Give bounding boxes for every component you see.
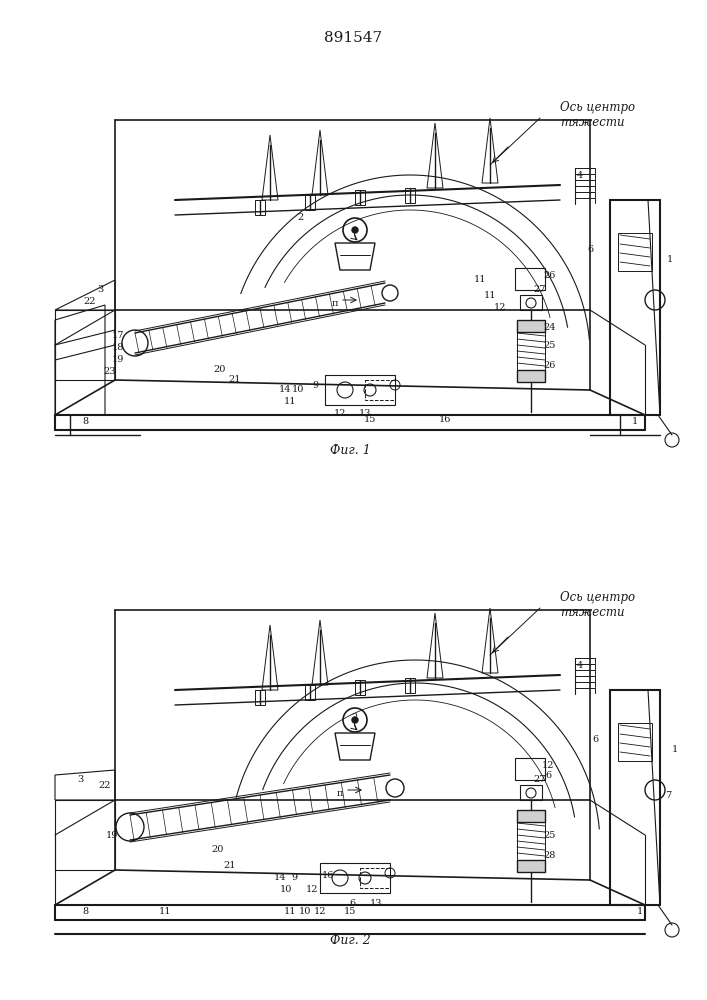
Text: 26: 26 xyxy=(544,270,556,279)
Text: 11: 11 xyxy=(474,275,486,284)
Bar xyxy=(618,723,652,761)
Text: 16: 16 xyxy=(439,416,451,424)
Text: 9: 9 xyxy=(291,874,297,882)
Text: 16: 16 xyxy=(322,870,334,880)
Text: 25: 25 xyxy=(544,830,556,840)
Text: 18: 18 xyxy=(112,344,124,353)
Text: 891547: 891547 xyxy=(324,31,382,45)
Bar xyxy=(618,233,652,271)
Text: 20: 20 xyxy=(214,365,226,374)
Text: 12: 12 xyxy=(314,908,326,916)
Text: 8: 8 xyxy=(82,908,88,916)
Bar xyxy=(517,370,545,382)
Text: 11: 11 xyxy=(284,397,296,406)
Text: 22: 22 xyxy=(83,298,96,306)
Circle shape xyxy=(352,227,358,233)
Text: 2: 2 xyxy=(297,214,303,223)
Text: 19: 19 xyxy=(112,356,124,364)
Bar xyxy=(517,822,545,860)
Text: 20: 20 xyxy=(212,846,224,854)
Text: Ось центро
тяжести: Ось центро тяжести xyxy=(560,591,635,619)
Text: 11: 11 xyxy=(159,908,171,916)
Text: п: п xyxy=(332,298,338,308)
Bar xyxy=(517,320,545,332)
Text: 11: 11 xyxy=(284,908,296,916)
Bar xyxy=(405,678,415,693)
Text: 1: 1 xyxy=(632,418,638,426)
Text: 1: 1 xyxy=(667,255,673,264)
Text: 21: 21 xyxy=(223,860,236,869)
Text: 9: 9 xyxy=(312,380,318,389)
Text: Ось центро
тяжести: Ось центро тяжести xyxy=(560,101,635,129)
Bar xyxy=(517,810,545,822)
Text: Фиг. 1: Фиг. 1 xyxy=(329,444,370,456)
Text: 14: 14 xyxy=(274,874,286,882)
Text: 2: 2 xyxy=(352,714,358,722)
Bar xyxy=(355,680,365,695)
Text: 21: 21 xyxy=(229,375,241,384)
Text: 11: 11 xyxy=(484,290,496,300)
Bar xyxy=(355,190,365,205)
Text: 4: 4 xyxy=(577,170,583,180)
Text: 12: 12 xyxy=(334,408,346,418)
Bar xyxy=(517,860,545,872)
Text: 28: 28 xyxy=(544,850,556,859)
Text: 3: 3 xyxy=(97,286,103,294)
Text: 3: 3 xyxy=(77,776,83,784)
Text: 7: 7 xyxy=(665,790,671,800)
Text: 17: 17 xyxy=(112,330,124,340)
Bar xyxy=(405,188,415,203)
Text: 6: 6 xyxy=(545,770,551,780)
Text: 24: 24 xyxy=(544,322,556,332)
Text: 1: 1 xyxy=(637,908,643,916)
Bar xyxy=(515,758,545,780)
Text: 27: 27 xyxy=(534,286,547,294)
Bar xyxy=(255,200,265,215)
Text: 25: 25 xyxy=(544,340,556,350)
Text: 6: 6 xyxy=(587,245,593,254)
Bar xyxy=(325,375,395,405)
Text: 6: 6 xyxy=(349,898,355,908)
Bar xyxy=(305,195,315,210)
Bar xyxy=(320,863,390,893)
Text: 15: 15 xyxy=(344,908,356,916)
Bar xyxy=(517,332,545,370)
Text: 15: 15 xyxy=(364,416,376,424)
Bar xyxy=(365,380,395,400)
Text: 27: 27 xyxy=(534,776,547,784)
Text: 23: 23 xyxy=(104,367,116,376)
Text: 19: 19 xyxy=(106,830,118,840)
Bar xyxy=(520,295,542,310)
Text: 26: 26 xyxy=(544,360,556,369)
Circle shape xyxy=(352,717,358,723)
Bar xyxy=(515,268,545,290)
Text: 12: 12 xyxy=(305,886,318,894)
Text: 22: 22 xyxy=(99,780,111,790)
Text: 12: 12 xyxy=(542,760,554,770)
Text: 14: 14 xyxy=(279,385,291,394)
Bar xyxy=(520,785,542,800)
Text: п: п xyxy=(337,788,344,798)
Text: 6: 6 xyxy=(592,736,598,744)
Bar xyxy=(360,868,390,888)
Text: 10: 10 xyxy=(292,385,304,394)
Text: 1: 1 xyxy=(672,746,678,754)
Text: 8: 8 xyxy=(82,418,88,426)
Bar xyxy=(305,685,315,700)
Text: 12: 12 xyxy=(493,304,506,312)
Bar xyxy=(255,690,265,705)
Text: 13: 13 xyxy=(358,408,371,418)
Text: 4: 4 xyxy=(577,660,583,670)
Text: 10: 10 xyxy=(299,908,311,916)
Text: 13: 13 xyxy=(370,898,382,908)
Text: Фиг. 2: Фиг. 2 xyxy=(329,934,370,946)
Text: 10: 10 xyxy=(280,886,292,894)
